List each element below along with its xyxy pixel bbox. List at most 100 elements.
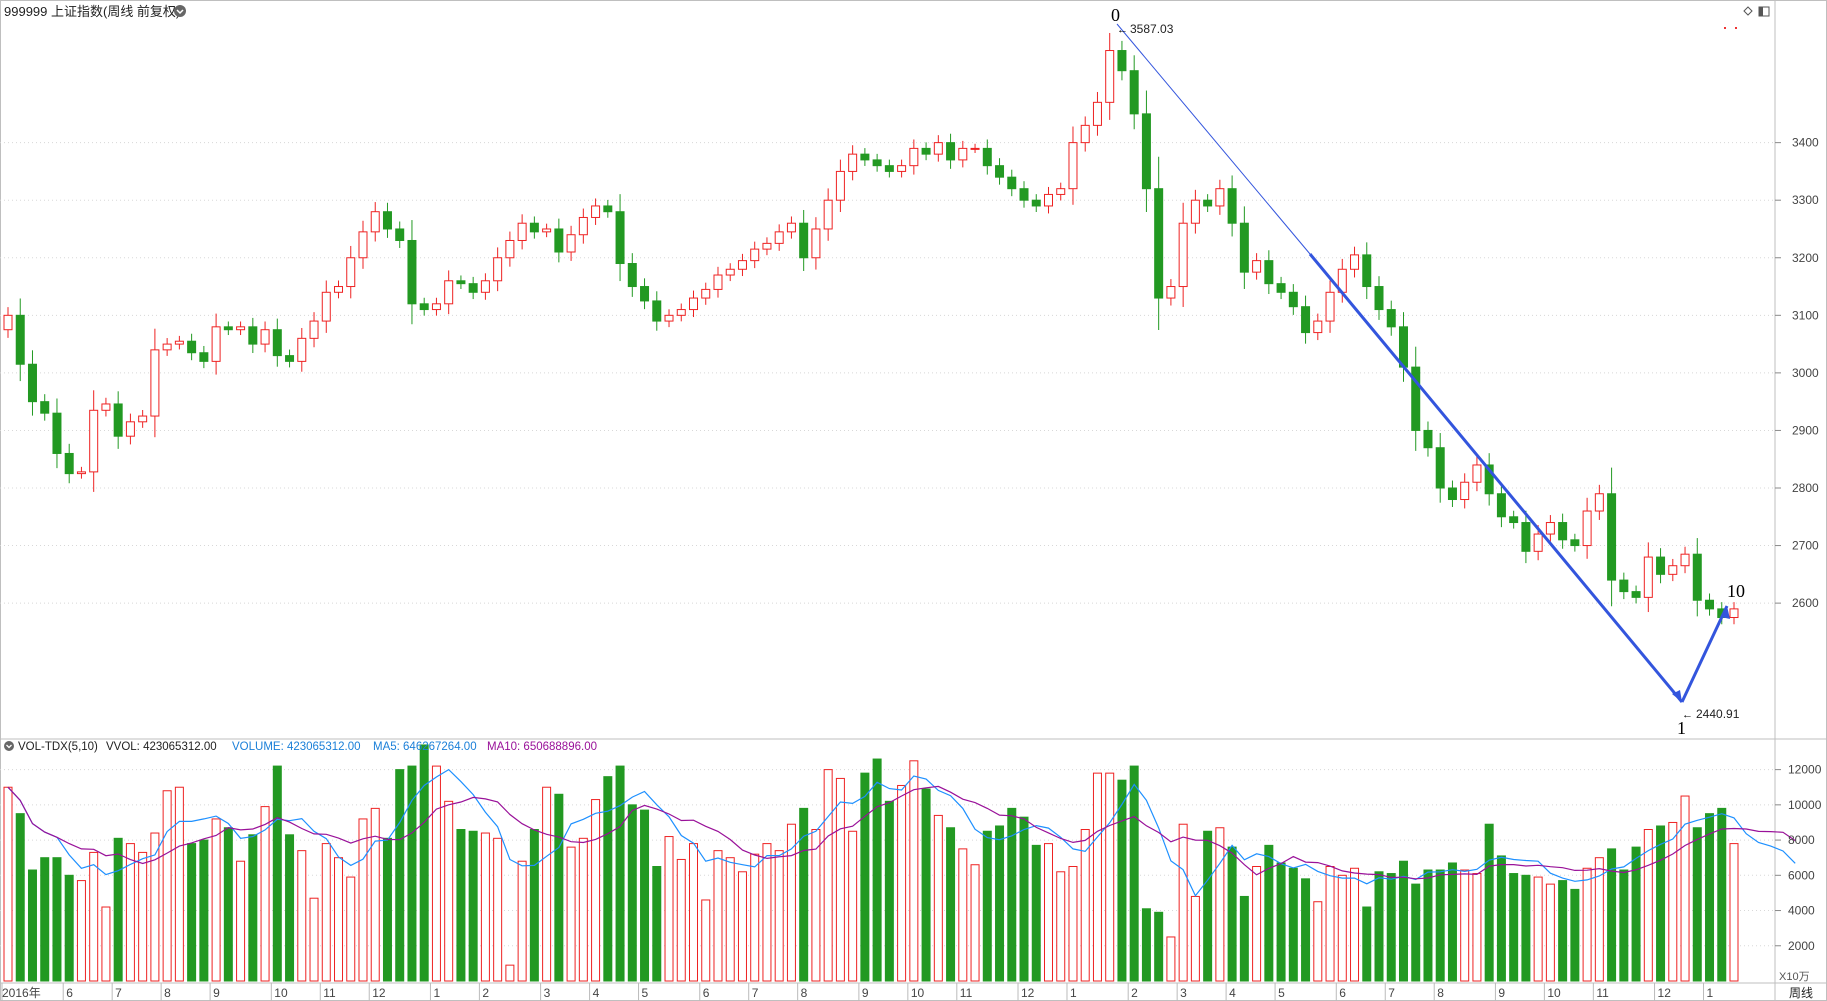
candle-body <box>762 242 772 250</box>
time-tick-label: 4 <box>1229 986 1236 1000</box>
wave-label-10: 10 <box>1727 581 1745 601</box>
volume-bar <box>1239 895 1249 982</box>
volume-bar <box>676 858 686 982</box>
volume-bar <box>542 786 552 982</box>
trend-line-thin <box>1116 23 1311 255</box>
volume-bar <box>872 758 882 982</box>
wave-label-1: 1 <box>1677 718 1686 738</box>
volume-bar <box>1717 807 1727 982</box>
time-tick-label: 7 <box>752 986 759 1000</box>
volume-bar <box>1215 827 1225 982</box>
candle-body <box>1521 522 1531 552</box>
candle-body <box>529 222 539 233</box>
candle-body <box>627 263 637 288</box>
volume-bar <box>591 799 601 982</box>
candle-body <box>921 147 931 155</box>
volume-bar <box>1252 866 1262 982</box>
volume-bar <box>1484 823 1494 982</box>
candle-body <box>713 274 723 290</box>
candle-body <box>3 314 13 331</box>
volume-bar <box>517 860 527 982</box>
candle-body <box>419 303 429 311</box>
candle-body <box>138 415 148 423</box>
candle-body <box>725 268 735 276</box>
candle-body <box>52 412 62 454</box>
chevron-down-circle-icon[interactable] <box>4 741 14 751</box>
volume-bar <box>1472 873 1482 982</box>
candle-body <box>652 300 662 322</box>
candle-body <box>1558 522 1568 541</box>
vol-indicator-name: VOL-TDX(5,10) <box>18 741 98 753</box>
candle-body <box>1570 539 1580 547</box>
candle-body <box>150 349 160 417</box>
price-tick-label: 2700 <box>1792 539 1819 553</box>
candle-body <box>591 205 601 218</box>
volume-bar <box>1301 878 1311 982</box>
candle-body <box>1484 464 1494 495</box>
volume-bar <box>909 760 919 982</box>
candle-body <box>799 222 809 259</box>
volume-bar <box>689 843 699 982</box>
price-tick-label: 3200 <box>1792 251 1819 265</box>
candle-body <box>40 401 50 414</box>
diamond-icon[interactable] <box>1743 6 1753 16</box>
volume-bars <box>3 744 1739 982</box>
candle-body <box>823 199 833 230</box>
time-tick-label: 12 <box>372 986 386 1000</box>
volume-bar <box>431 765 441 982</box>
candle-body <box>1509 516 1519 524</box>
volume-bar <box>640 809 650 982</box>
wave-trend-lines <box>1116 23 1730 703</box>
volume-bar <box>1656 825 1666 982</box>
time-tick-label: 1 <box>1070 986 1077 1000</box>
candle-body <box>76 471 86 475</box>
time-tick-label: 5 <box>642 986 649 1000</box>
period-label: 周线 <box>1789 986 1813 1000</box>
volume-unit-label: X10万 <box>1779 971 1810 983</box>
candle-body <box>1019 188 1029 201</box>
volume-bar <box>1545 883 1555 982</box>
volume-bar <box>444 800 454 982</box>
candle-body <box>1656 556 1666 575</box>
volume-bar <box>1080 829 1090 982</box>
volume-bar <box>248 834 258 982</box>
candle-body <box>1594 493 1604 512</box>
volume-bar <box>933 814 943 982</box>
time-tick-label: 1 <box>1707 986 1714 1000</box>
candle-body <box>89 409 99 473</box>
volume-bar <box>1141 908 1151 982</box>
volume-bar <box>285 834 295 982</box>
time-tick-label: 1 <box>433 986 440 1000</box>
time-tick-label: 4 <box>593 986 600 1000</box>
time-tick-label: 9 <box>1498 986 1505 1000</box>
window-icon[interactable] <box>1758 6 1770 17</box>
volume-bar <box>1117 779 1127 982</box>
price-tick-label: 3300 <box>1792 193 1819 207</box>
volume-bar <box>27 869 37 982</box>
ma5-line <box>7 768 1796 897</box>
candle-body <box>1080 124 1090 144</box>
chevron-down-circle-icon[interactable] <box>174 5 186 17</box>
volume-bar <box>76 880 86 982</box>
candle-body <box>1545 522 1555 535</box>
candle-body <box>884 165 894 172</box>
candle-body <box>456 280 466 285</box>
candle-body <box>309 320 319 339</box>
candle-body <box>1068 142 1078 190</box>
volume-bar <box>1594 857 1604 982</box>
candle-body <box>1423 429 1433 449</box>
candle-body <box>15 314 25 365</box>
volume-bar <box>566 846 576 982</box>
volume-bar <box>1374 871 1384 982</box>
candle-body <box>297 337 307 362</box>
candle-body <box>1411 366 1421 431</box>
candle-body <box>1374 286 1384 311</box>
time-axis: 2016年 6 7 8 9 10 11 12 1 2 3 4 5 6 7 8 9 10 11 12 1 2 3 4 5 6 7 8 9 1… <box>1 983 1714 1001</box>
volume-bar <box>321 843 331 982</box>
volume-bar <box>309 897 319 982</box>
volume-bar <box>334 857 344 982</box>
candle-body <box>566 234 576 253</box>
volume-bar <box>823 769 833 982</box>
annotations: 0 ← 3587.03 1 ← 2440.91 10 <box>1111 5 1745 738</box>
